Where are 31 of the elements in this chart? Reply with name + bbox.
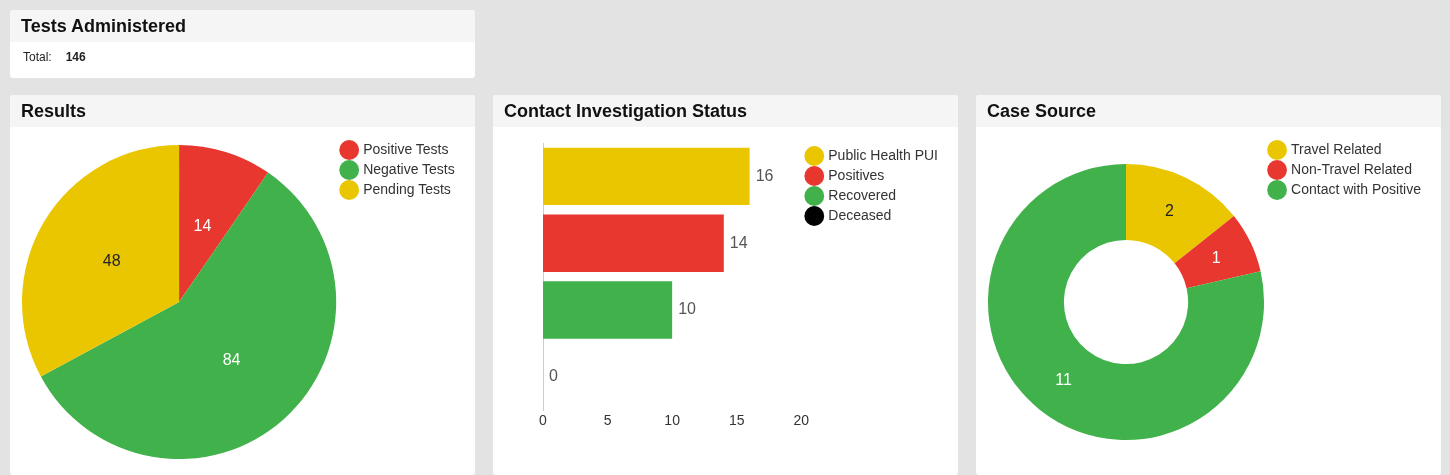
- legend-label: Travel Related: [1291, 140, 1382, 157]
- x-tick-label: 20: [793, 412, 810, 429]
- x-tick-label: 15: [728, 412, 745, 429]
- chart-title: Results: [10, 95, 475, 127]
- chart-title: Contact Investigation Status: [493, 95, 958, 127]
- legend-label: Pending Tests: [363, 180, 451, 197]
- data-label: 16: [755, 166, 774, 184]
- data-label: 2: [1164, 202, 1174, 220]
- legend-label: Non-Travel Related: [1291, 160, 1412, 177]
- data-label: 10: [678, 300, 697, 318]
- data-label: 11: [1055, 370, 1073, 388]
- text: Total:: [23, 50, 52, 64]
- legend-label: Contact with Positive: [1291, 180, 1422, 197]
- legend-label: Negative Tests: [363, 160, 455, 177]
- legend-label: Public Health PUI: [828, 146, 938, 163]
- legend-label: Positive Tests: [363, 140, 449, 157]
- data-label: 1: [1211, 248, 1221, 266]
- legend-label: Positives: [828, 166, 885, 183]
- text: Tests Administered: [10, 10, 475, 42]
- data-label: 48: [102, 252, 121, 270]
- data-label: 14: [193, 217, 212, 235]
- x-tick-label: 0: [539, 412, 548, 429]
- chart-title: Case Source: [976, 95, 1441, 127]
- data-label: 84: [222, 350, 241, 368]
- x-tick-label: 10: [664, 412, 681, 429]
- text: 146: [65, 50, 86, 64]
- legend-label: Deceased: [828, 206, 892, 223]
- data-label: 14: [729, 233, 748, 251]
- x-tick-label: 5: [603, 412, 612, 429]
- data-label: 0: [549, 367, 558, 385]
- legend-label: Recovered: [828, 186, 896, 203]
